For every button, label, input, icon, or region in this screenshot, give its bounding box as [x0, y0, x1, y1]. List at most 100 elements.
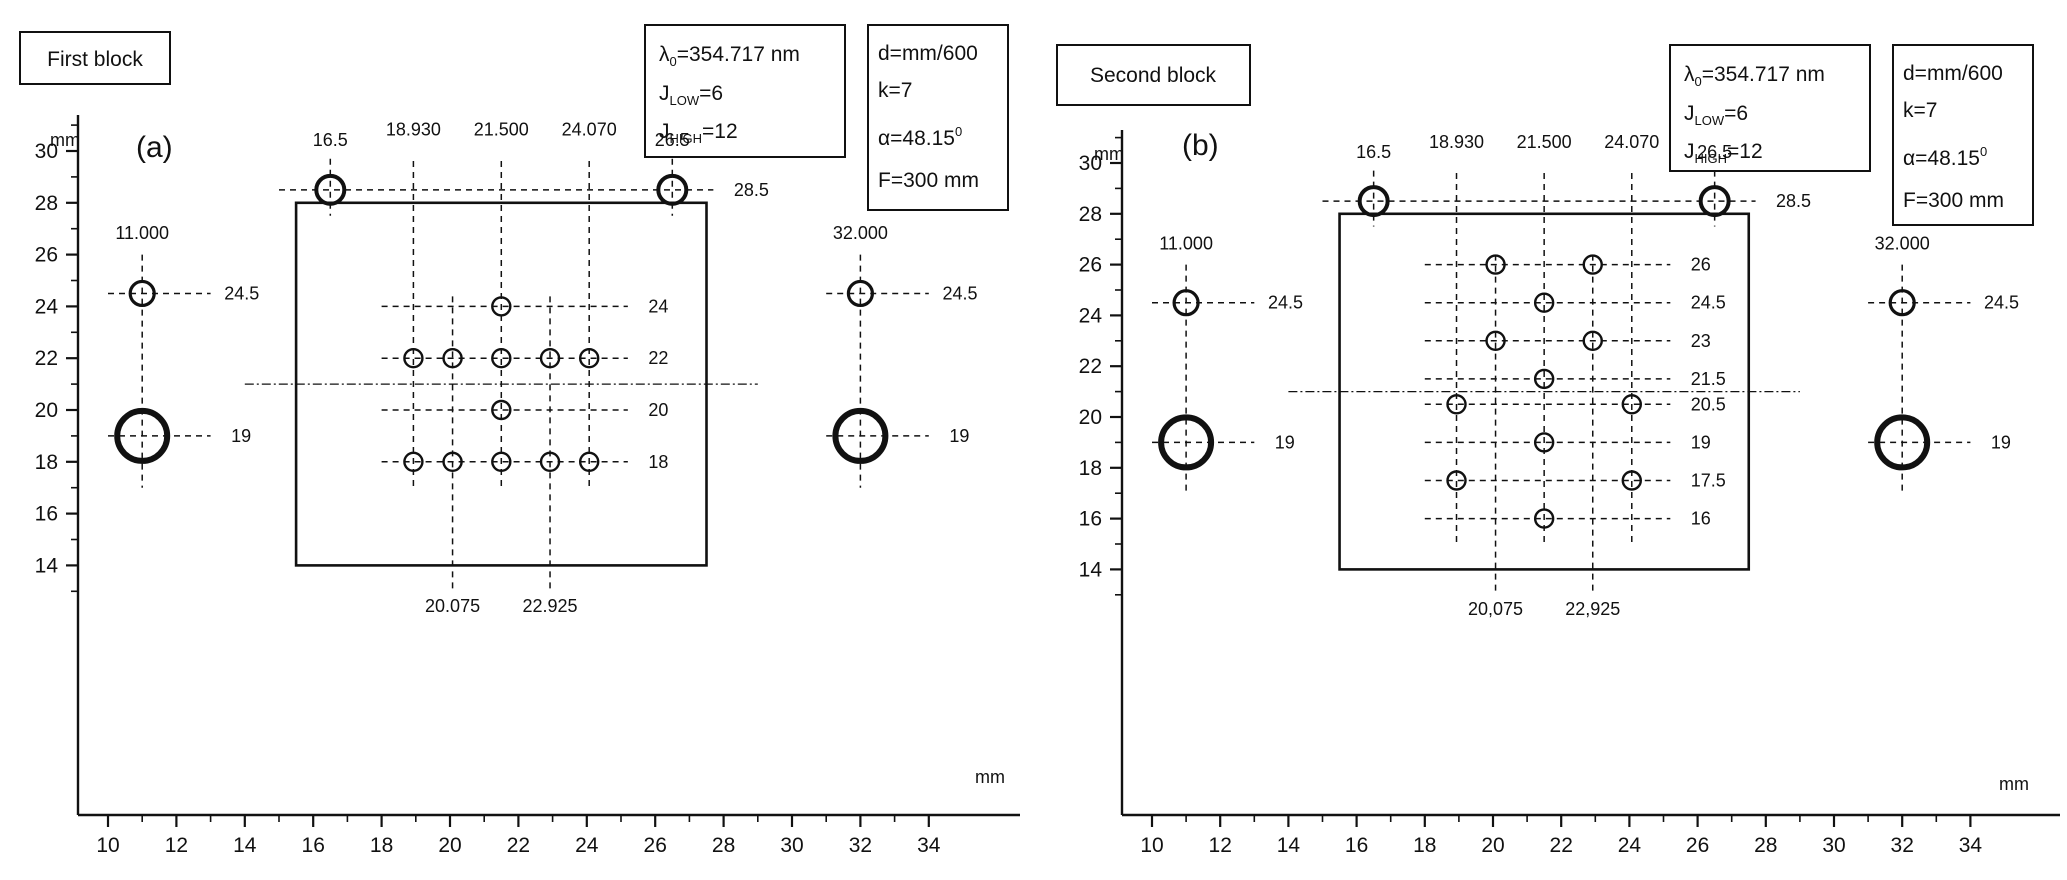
y-tick-label: 14 [35, 554, 59, 577]
inner-x-label: 21.500 [1517, 132, 1572, 152]
grating-k-label: k=7 [878, 79, 912, 102]
inner-point [1446, 470, 1467, 491]
x-tick-label: 20 [1481, 834, 1504, 857]
y-axis-unit: mm [1094, 144, 1124, 164]
y-tick-label: 16 [1079, 508, 1102, 531]
side-circle-y-label: 24.5 [1984, 293, 2019, 313]
inner-x-label: 24.070 [562, 119, 617, 139]
row-label: 20.5 [1691, 394, 1726, 414]
bottom-x-label: 20,075 [1468, 599, 1523, 619]
y-tick-label: 30 [1079, 152, 1102, 175]
x-tick-label: 18 [1413, 834, 1436, 857]
block-title-box [1056, 44, 1251, 106]
block-title-box [19, 31, 171, 85]
panel-b: 10 12 14 16 18 20 22 24 26 28 30 32 34 14 16 18 20 22 24 26… [1056, 44, 2060, 857]
x-tick-label: 16 [302, 834, 325, 857]
x-tick-label: 32 [849, 834, 872, 857]
y-tick-label: 14 [1079, 558, 1103, 581]
inner-point [491, 451, 512, 472]
j-high-label: JHIGH=12 [659, 120, 738, 146]
j-low-label: JLOW=6 [659, 82, 723, 108]
y-tick-label: 18 [35, 451, 58, 474]
x-tick-label: 14 [233, 834, 257, 857]
x-tick-label: 14 [1277, 834, 1301, 857]
x-tick-label: 28 [712, 834, 735, 857]
top-circle-x-label: 26.5 [655, 130, 690, 150]
big-circle-y-label: 19 [949, 426, 969, 446]
row-label: 17.5 [1691, 471, 1726, 491]
panel-a: 10 12 14 16 18 20 22 24 26 28 30 32 34 14 16 18 20 22 24 26… [19, 24, 1020, 857]
wavelength-label: λ0=354.717 nm [1684, 63, 1825, 89]
row-label: 23 [1691, 331, 1711, 351]
x-tick-label: 16 [1345, 834, 1368, 857]
inner-point [1485, 330, 1506, 351]
top-circle [656, 173, 689, 206]
top-line-label: 28.5 [734, 180, 769, 200]
y-tick-label: 22 [35, 347, 58, 370]
big-circle-x-label: 32.000 [1875, 233, 1930, 253]
wavelength-label: λ0=354.717 nm [659, 43, 800, 69]
row-label: 16 [1691, 509, 1711, 529]
grating-d-label: d=mm/600 [878, 42, 978, 65]
row-label: 26 [1691, 255, 1711, 275]
x-tick-label: 34 [917, 834, 941, 857]
grating-f-label: F=300 mm [878, 169, 979, 192]
big-circle [1874, 414, 1931, 471]
inner-point [1446, 394, 1467, 415]
inner-point [1533, 368, 1555, 390]
big-circle [1158, 414, 1215, 471]
grating-box [867, 24, 1009, 211]
grating-alpha-label: α=48.150 [878, 124, 962, 150]
inner-point [1533, 292, 1555, 313]
x-tick-label: 18 [370, 834, 393, 857]
x-tick-label: 12 [1209, 834, 1232, 857]
x-axis-unit: mm [975, 767, 1005, 787]
big-circle [832, 407, 889, 464]
y-tick-label: 26 [1079, 254, 1102, 277]
inner-point [1582, 254, 1603, 275]
row-label: 24.5 [1691, 293, 1726, 313]
side-circle-y-label: 24.5 [942, 283, 977, 303]
big-circle-x-label: 11.000 [115, 223, 169, 243]
top-circle [314, 173, 347, 206]
x-tick-label: 20 [438, 834, 461, 857]
wavelength-box [1669, 44, 1871, 172]
big-circle [114, 407, 171, 464]
x-tick-label: 22 [1550, 834, 1573, 857]
y-tick-label: 28 [35, 192, 58, 215]
panel-label: (a) [136, 131, 173, 164]
x-tick-label: 30 [780, 834, 803, 857]
row-label: 22 [648, 348, 668, 368]
x-tick-label: 26 [1686, 834, 1709, 857]
row-label: 21.5 [1691, 369, 1726, 389]
wavelength-box [644, 24, 846, 158]
x-tick-label: 12 [165, 834, 188, 857]
y-tick-label: 18 [1079, 457, 1102, 480]
y-axis-unit: mm [50, 130, 80, 150]
inner-point [1621, 394, 1642, 415]
top-circle [1357, 185, 1390, 218]
grating-box [1892, 44, 2034, 226]
inner-point [491, 399, 512, 421]
inner-point [491, 348, 512, 369]
j-low-label: JLOW=6 [1684, 102, 1748, 128]
inner-point [1533, 432, 1555, 453]
x-tick-label: 32 [1891, 834, 1914, 857]
y-tick-label: 28 [1079, 203, 1102, 226]
inner-point [539, 451, 561, 472]
side-circle-y-label: 24.5 [1268, 293, 1303, 313]
x-tick-label: 24 [575, 834, 599, 857]
x-tick-label: 30 [1822, 834, 1845, 857]
y-tick-label: 20 [1079, 406, 1102, 429]
x-tick-label: 22 [507, 834, 530, 857]
big-circle-x-label: 32.000 [833, 223, 888, 243]
inner-point [1582, 330, 1603, 351]
inner-point [578, 451, 600, 472]
inner-point [442, 348, 463, 369]
j-high-label: JHIGH=12 [1684, 140, 1763, 166]
inner-x-label: 18.930 [386, 119, 441, 139]
row-label: 20 [648, 400, 668, 420]
row-label: 24 [648, 296, 668, 316]
inner-point [403, 451, 424, 472]
